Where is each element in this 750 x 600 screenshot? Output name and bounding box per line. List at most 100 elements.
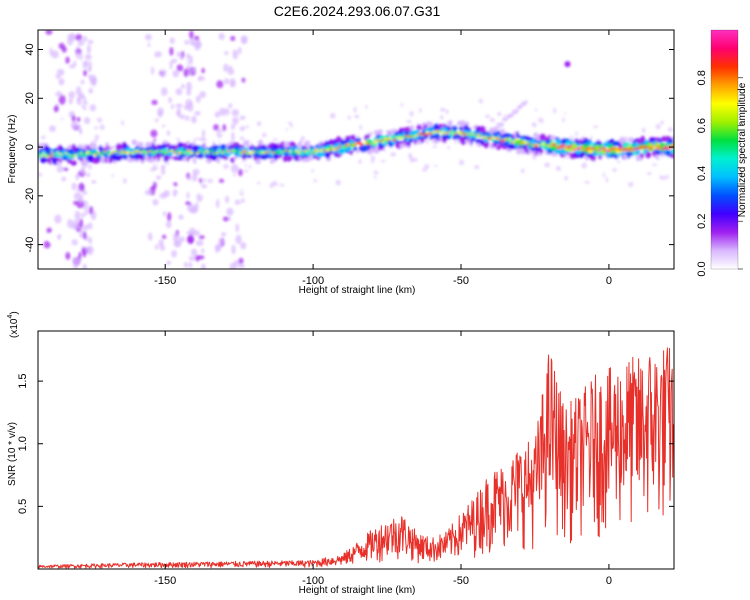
spectrogram-cell [79, 51, 83, 61]
spectrogram-cell [197, 182, 201, 192]
spectrogram-cell [645, 151, 652, 159]
spectrogram-cell [490, 131, 494, 135]
spectrogram-cell [65, 252, 71, 260]
colorbar-ticks: 0.0 0.2 0.4 0.6 0.8 [696, 70, 743, 277]
spectrogram-cell [189, 55, 193, 66]
spectrogram-cell [88, 87, 94, 94]
spectrogram-cell [51, 50, 59, 59]
spectrogram-cell [68, 98, 73, 105]
spectrogram-cell [239, 115, 246, 120]
spectrogram-cell [78, 251, 82, 259]
spectrogram-cell [207, 178, 213, 184]
spectrogram-cell [523, 135, 531, 141]
spectrogram-cell [671, 144, 674, 148]
spectrogram-cell [151, 66, 155, 76]
spectrogram-cell [235, 234, 242, 245]
spectrogram-cell [88, 237, 93, 244]
spectrogram-cell [46, 227, 52, 234]
spectrogram-cell [425, 131, 430, 134]
snr-x-tick-label: -50 [453, 575, 469, 587]
spectrogram-y-tick-label: -40 [24, 237, 36, 253]
spectrogram-cell [71, 115, 76, 122]
chart-title: C2E6.2024.293.06.07.G31 [274, 3, 441, 19]
spectrogram-cell [231, 131, 235, 142]
spectrogram-cell [223, 163, 229, 170]
spectrogram-cell [49, 47, 53, 56]
spectrogram-cell [121, 119, 124, 126]
spectrogram-cell [173, 239, 182, 248]
spectrogram-cell [438, 123, 444, 129]
spectrogram-cell [500, 123, 505, 127]
spectrogram-cell [283, 142, 290, 148]
spectrogram-cell [184, 40, 190, 45]
spectrogram-cell [589, 155, 597, 161]
spectrogram-cell [660, 120, 665, 125]
spectrogram-cell [161, 143, 168, 149]
spectrogram-cell [40, 135, 46, 140]
spectrogram-cell [83, 231, 87, 241]
spectrogram-cell [94, 134, 100, 140]
spectrogram-cell [90, 78, 96, 84]
spectrogram-cell [229, 262, 238, 269]
spectrogram-cell [437, 130, 442, 133]
spectrogram-cell [516, 139, 521, 142]
spectrogram-cell [400, 102, 403, 108]
spectrogram-cell [254, 152, 262, 158]
spectrogram-cell [534, 108, 538, 112]
snr-y-scale-base: (x10 [9, 318, 20, 338]
spectrogram-cell [58, 94, 66, 105]
spectrogram-cell [311, 169, 314, 173]
spectrogram-cell [82, 190, 88, 195]
spectrogram-cell [197, 158, 203, 165]
snr-frame [37, 330, 675, 570]
spectrogram-cell [483, 141, 489, 149]
spectrogram-cell [286, 154, 293, 162]
spectrogram-cell [65, 56, 70, 64]
spectrogram-cell [218, 178, 225, 183]
spectrogram-cell [219, 131, 226, 136]
spectrogram-cell [312, 139, 317, 147]
spectrogram-cell [219, 159, 226, 164]
snr-y-label: SNR (10 * v/v) [7, 422, 18, 486]
spectrogram-cell [433, 125, 439, 131]
spectrogram-cell [169, 37, 175, 45]
spectrogram-cell [374, 175, 377, 179]
spectrogram-cell [173, 219, 179, 229]
spectrogram-cell [447, 146, 451, 150]
spectrogram-cell [216, 198, 220, 209]
spectrogram-cell [430, 134, 437, 140]
spectrogram-cell [86, 191, 95, 198]
spectrogram-cell [162, 94, 168, 102]
snr-series-line [38, 347, 674, 569]
spectrogram-cell [181, 157, 189, 162]
spectrogram-cell [150, 129, 158, 138]
spectrogram-y-tick-label: 20 [24, 92, 36, 104]
spectrogram-cell [77, 40, 85, 46]
spectrogram-cell [159, 244, 166, 251]
spectrogram-cell [41, 156, 48, 164]
spectrogram-cell [432, 145, 437, 148]
spectrogram-cell [635, 149, 641, 156]
spectrogram-cell [539, 149, 544, 154]
spectrogram-cell [409, 110, 414, 117]
spectrogram-cell [458, 159, 465, 166]
colorbar-gradient [711, 30, 738, 269]
spectrogram-cell [56, 165, 64, 173]
spectrogram-cell [222, 124, 227, 132]
spectrogram-cell [88, 32, 94, 39]
spectrogram-cell [313, 178, 317, 183]
spectrogram-cell [232, 49, 239, 60]
spectrogram-cell [80, 166, 86, 175]
spectrogram-cell [159, 192, 167, 199]
spectrogram-cell [240, 241, 247, 250]
snr-y-scale-exp: 4 [7, 315, 14, 319]
spectrogram-frame [37, 29, 675, 270]
spectrogram-cell [371, 142, 376, 145]
spectrogram-cell [84, 247, 93, 253]
spectrogram-cell [236, 157, 243, 164]
spectrogram-cell [223, 78, 230, 85]
spectrogram-cell [503, 114, 506, 118]
spectrogram-cell [149, 157, 155, 163]
spectrogram-cell [434, 164, 438, 168]
spectrogram-y-label: Frequency (Hz) [7, 115, 18, 184]
